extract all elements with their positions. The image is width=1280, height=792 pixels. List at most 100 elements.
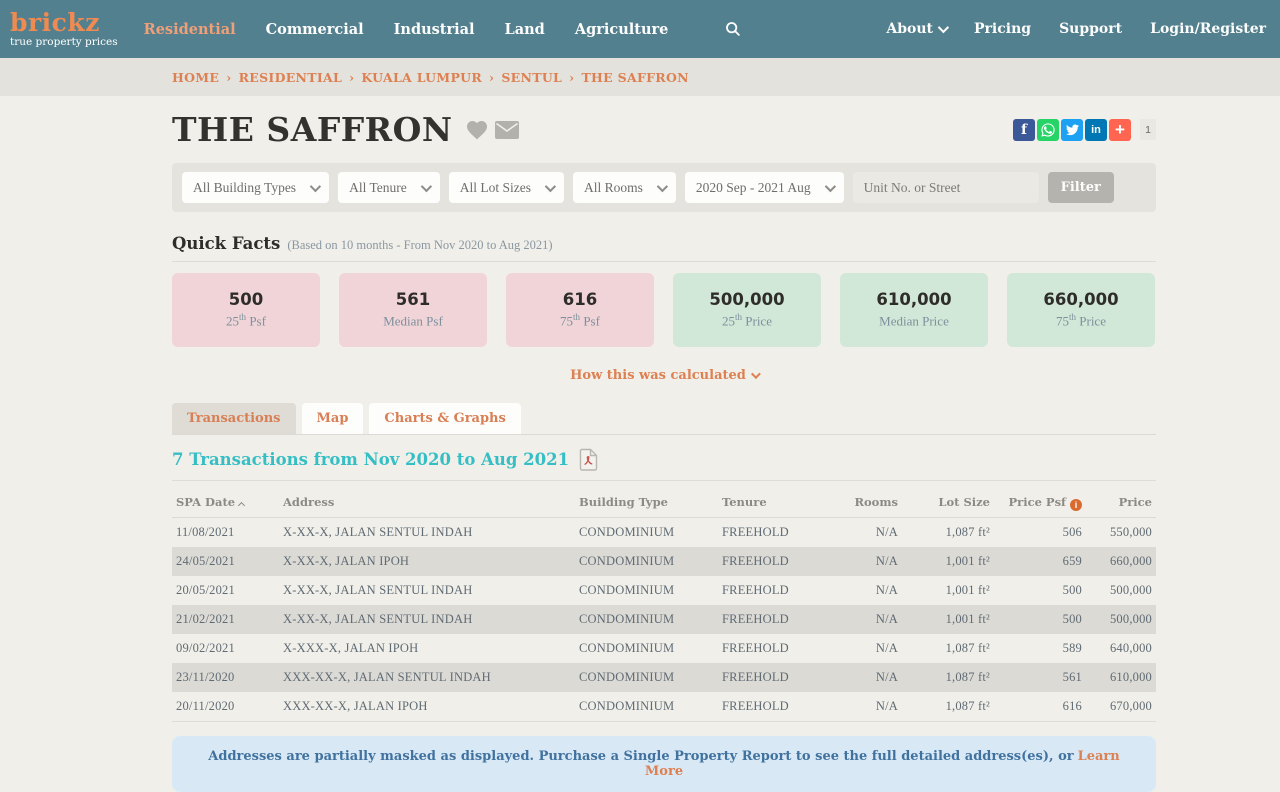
column-header-lot-size[interactable]: Lot Size [902, 486, 994, 518]
quick-facts-subtitle: (Based on 10 months - From Nov 2020 to A… [287, 238, 553, 252]
column-header-address[interactable]: Address [279, 486, 575, 518]
pdf-download-icon[interactable] [578, 448, 599, 471]
cell-address: XXX-XX-X, JALAN SENTUL INDAH [283, 670, 491, 684]
lot-sizes-select[interactable]: All Lot Sizes [448, 172, 564, 203]
nav-item-commercial[interactable]: Commercial [265, 20, 364, 38]
primary-nav: Residential Commercial Industrial Land A… [144, 20, 743, 38]
cell-rooms: N/A [875, 670, 898, 684]
twitter-share-icon[interactable] [1061, 118, 1083, 141]
nav-item-land[interactable]: Land [504, 20, 545, 38]
nav-item-pricing[interactable]: Pricing [974, 21, 1032, 37]
cell-rooms: N/A [875, 583, 898, 597]
breadcrumb-separator: › [569, 69, 575, 85]
table-row: 11/08/2021 X-XX-X, JALAN SENTUL INDAH CO… [172, 518, 1156, 548]
sort-ascending-icon [238, 501, 246, 510]
breadcrumb-residential[interactable]: RESIDENTIAL [238, 69, 343, 85]
info-icon[interactable]: i [1070, 499, 1082, 511]
cell-tenure: FREEHOLD [722, 554, 789, 568]
table-row: 24/05/2021 X-XX-X, JALAN IPOH CONDOMINIU… [172, 547, 1156, 576]
cell-price: 550,000 [1109, 525, 1152, 539]
cell-price-psf: 500 [1062, 612, 1082, 626]
cell-address: X-XX-X, JALAN SENTUL INDAH [283, 583, 473, 597]
transactions-header: 7 Transactions from Nov 2020 to Aug 2021 [172, 448, 1156, 471]
rooms-select[interactable]: All Rooms [573, 172, 676, 203]
brand-name: brickz [10, 8, 100, 38]
cell-tenure: FREEHOLD [722, 525, 789, 539]
addthis-share-icon[interactable]: + [1109, 118, 1131, 141]
cell-rooms: N/A [875, 554, 898, 568]
table-header-row: SPA Date Address Building Type Tenure Ro… [172, 486, 1156, 518]
column-header-price-psf[interactable]: Price Psf i [994, 486, 1086, 518]
cell-price: 660,000 [1109, 554, 1152, 568]
cell-building-type: CONDOMINIUM [579, 583, 675, 597]
quick-facts-cards: 500 25th Psf 561 Median Psf 616 75th Psf… [172, 273, 1156, 347]
cell-price-psf: 659 [1062, 554, 1082, 568]
cell-tenure: FREEHOLD [722, 699, 789, 713]
chevron-down-icon [656, 180, 668, 192]
favorite-heart-icon[interactable] [465, 118, 489, 142]
share-buttons: f in + 1 [1013, 118, 1156, 141]
cell-spa-date: 20/05/2021 [176, 583, 235, 597]
filter-bar: All Building Types All Tenure All Lot Si… [172, 163, 1156, 212]
cell-lot-size: 1,001 ft² [945, 583, 990, 597]
breadcrumb-bar: HOME › RESIDENTIAL › KUALA LUMPUR › SENT… [0, 58, 1280, 96]
breadcrumb-kuala-lumpur[interactable]: KUALA LUMPUR [361, 69, 483, 85]
cell-tenure: FREEHOLD [722, 583, 789, 597]
title-row: THE SAFFRON f in + 1 [172, 110, 1156, 149]
column-header-rooms[interactable]: Rooms [838, 486, 902, 518]
facebook-share-icon[interactable]: f [1013, 118, 1035, 141]
nav-item-support[interactable]: Support [1059, 21, 1123, 37]
how-calculated-link[interactable]: How this was calculated [570, 368, 761, 383]
cell-lot-size: 1,087 ft² [945, 525, 990, 539]
filter-button[interactable]: Filter [1047, 172, 1114, 203]
stat-card-median-psf: 561 Median Psf [339, 273, 487, 347]
tenure-select[interactable]: All Tenure [338, 172, 440, 203]
quick-facts-title: Quick Facts [172, 234, 281, 253]
breadcrumb-separator: › [226, 69, 232, 85]
nav-item-about[interactable]: About [886, 21, 950, 37]
nav-item-agriculture[interactable]: Agriculture [574, 20, 669, 38]
cell-address: X-XX-X, JALAN SENTUL INDAH [283, 525, 473, 539]
cell-price-psf: 561 [1062, 670, 1082, 684]
unit-street-search-input[interactable] [852, 172, 1039, 203]
breadcrumb-sentul[interactable]: SENTUL [501, 69, 563, 85]
nav-item-industrial[interactable]: Industrial [393, 20, 475, 38]
chevron-down-icon [420, 180, 432, 192]
cell-lot-size: 1,001 ft² [945, 612, 990, 626]
breadcrumb-home[interactable]: HOME [172, 69, 220, 85]
email-envelope-icon[interactable] [494, 120, 519, 139]
tab-transactions[interactable]: Transactions [172, 403, 296, 434]
calc-link-row: How this was calculated [172, 366, 1156, 384]
column-header-price[interactable]: Price [1086, 486, 1156, 518]
whatsapp-share-icon[interactable] [1037, 118, 1059, 141]
column-header-tenure[interactable]: Tenure [718, 486, 838, 518]
quick-facts-header: Quick Facts (Based on 10 months - From N… [172, 234, 1156, 253]
building-types-select[interactable]: All Building Types [182, 172, 330, 203]
column-header-spa-date[interactable]: SPA Date [172, 486, 279, 518]
transactions-table: SPA Date Address Building Type Tenure Ro… [172, 486, 1156, 721]
column-header-building-type[interactable]: Building Type [575, 486, 718, 518]
cell-spa-date: 23/11/2020 [176, 670, 235, 684]
table-row: 09/02/2021 X-XXX-X, JALAN IPOH CONDOMINI… [172, 634, 1156, 663]
table-row: 20/05/2021 X-XX-X, JALAN SENTUL INDAH CO… [172, 576, 1156, 605]
cell-address: X-XXX-X, JALAN IPOH [283, 641, 419, 655]
table-row: 20/11/2020 XXX-XX-X, JALAN IPOH CONDOMIN… [172, 692, 1156, 721]
cell-price-psf: 506 [1062, 525, 1082, 539]
cell-tenure: FREEHOLD [722, 641, 789, 655]
table-row: 23/11/2020 XXX-XX-X, JALAN SENTUL INDAH … [172, 663, 1156, 692]
cell-lot-size: 1,087 ft² [945, 641, 990, 655]
nav-item-residential[interactable]: Residential [143, 20, 236, 38]
tab-charts-graphs[interactable]: Charts & Graphs [369, 403, 521, 434]
linkedin-share-icon[interactable]: in [1085, 118, 1107, 141]
stat-card-median-price: 610,000 Median Price [840, 273, 988, 347]
cell-spa-date: 21/02/2021 [176, 612, 235, 626]
nav-item-login-register[interactable]: Login/Register [1150, 21, 1266, 37]
cell-building-type: CONDOMINIUM [579, 554, 675, 568]
tab-map[interactable]: Map [301, 403, 364, 434]
date-range-select[interactable]: 2020 Sep - 2021 Aug [684, 172, 844, 203]
brickz-logo[interactable]: brickz true property prices [10, 10, 118, 48]
search-icon[interactable] [724, 20, 742, 38]
cell-tenure: FREEHOLD [722, 670, 789, 684]
stat-card-75th-price: 660,000 75th Price [1007, 273, 1155, 347]
page-title: THE SAFFRON [172, 110, 453, 149]
